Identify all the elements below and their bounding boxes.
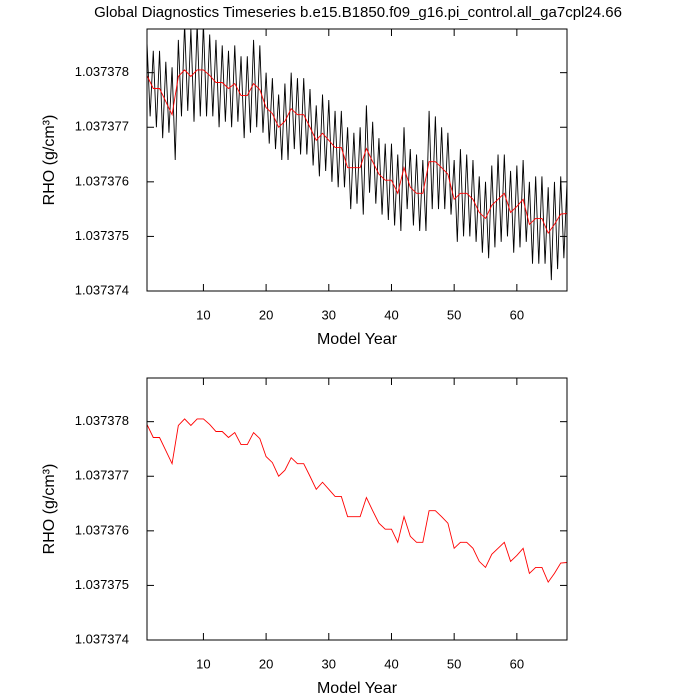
x-tick-label: 60 — [510, 656, 524, 671]
y-axis-label: RHO (g/cm³) — [41, 464, 58, 555]
y-tick-label: 1.037377 — [75, 468, 129, 483]
data-line — [147, 29, 567, 281]
x-axis-label: Model Year — [317, 331, 398, 348]
x-tick-label: 60 — [510, 307, 524, 322]
data-line — [147, 418, 567, 584]
y-tick-label: 1.037376 — [75, 522, 129, 537]
x-tick-label: 50 — [447, 656, 461, 671]
x-tick-label: 40 — [384, 656, 398, 671]
y-tick-label: 1.037378 — [75, 413, 129, 428]
x-tick-label: 10 — [196, 656, 210, 671]
y-tick-label: 1.037376 — [75, 173, 129, 188]
x-tick-label: 30 — [322, 656, 336, 671]
y-tick-label: 1.037375 — [75, 577, 129, 592]
y-axis-label: RHO (g/cm³) — [41, 115, 58, 206]
x-tick-label: 20 — [259, 307, 273, 322]
y-tick-label: 1.037375 — [75, 228, 129, 243]
y-tick-label: 1.037374 — [75, 282, 129, 297]
chart-title: Global Diagnostics Timeseries b.e15.B185… — [94, 4, 622, 21]
y-tick-label: 1.037377 — [75, 119, 129, 134]
x-tick-label: 20 — [259, 656, 273, 671]
x-tick-label: 50 — [447, 307, 461, 322]
plot-frame — [146, 28, 568, 292]
y-tick-label: 1.037378 — [75, 64, 129, 79]
plot-frame — [146, 377, 568, 641]
x-tick-label: 10 — [196, 307, 210, 322]
y-tick-label: 1.037374 — [75, 631, 129, 646]
x-tick-label: 30 — [322, 307, 336, 322]
data-line — [147, 69, 567, 235]
x-axis-label: Model Year — [317, 680, 398, 697]
x-tick-label: 40 — [384, 307, 398, 322]
